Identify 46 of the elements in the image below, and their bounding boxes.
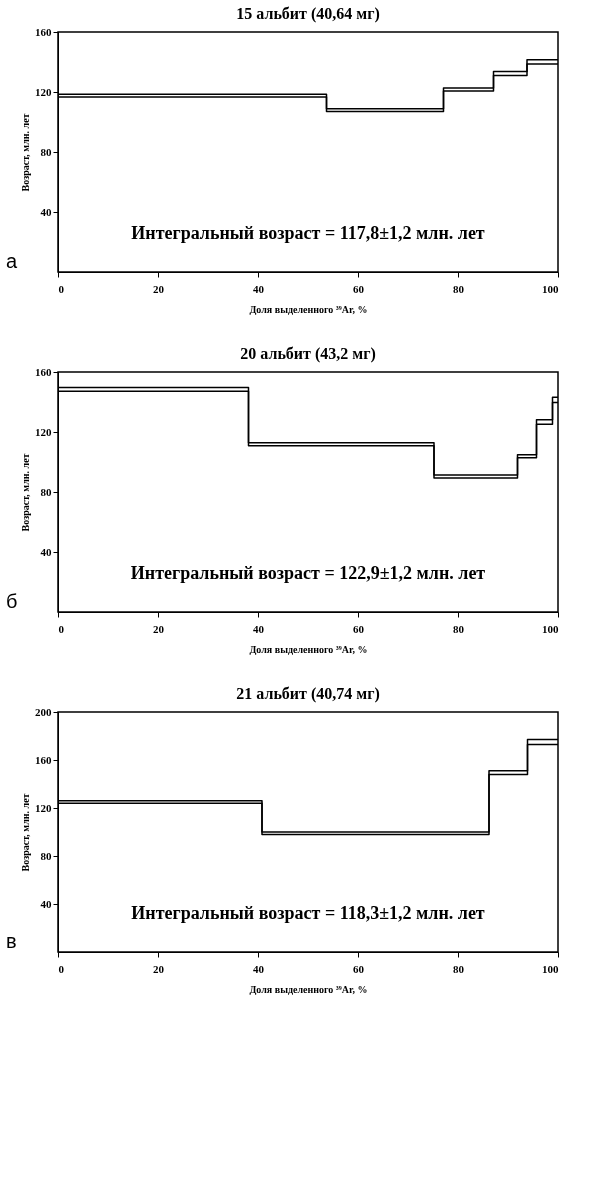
chart-title: 21 альбит (40,74 мг)	[236, 685, 380, 703]
text: а	[6, 250, 18, 272]
x-axis-title: Доля выделенного ³⁹Ar, %	[249, 643, 368, 655]
x-tick-label: 40	[253, 962, 265, 975]
x-tick-label: 80	[453, 962, 465, 975]
x-tick-label: 80	[453, 622, 465, 635]
y-axis-title: Возраст, млн. лет	[20, 793, 31, 872]
y-tick-label: 80	[40, 849, 52, 862]
annotation: Интегральный возраст = 118,3±1,2 млн. лет	[131, 903, 485, 923]
y-tick-label: 80	[40, 485, 52, 498]
x-tick-label: 60	[353, 622, 365, 635]
x-tick-label: 0	[58, 962, 65, 975]
x-tick-label: 20	[153, 282, 165, 295]
annotation: Интегральный возраст = 122,9±1,2 млн. лет	[130, 563, 486, 583]
x-tick-label: 60	[353, 962, 365, 975]
chart-title: 20 альбит (43,2 мг)	[240, 345, 376, 363]
x-tick-label: 100	[542, 282, 559, 295]
y-tick-label: 80	[40, 145, 52, 158]
y-tick-label: 40	[40, 545, 52, 558]
y-tick-label: 40	[40, 897, 52, 910]
text: в	[6, 930, 17, 952]
text: б	[6, 590, 18, 612]
x-tick-label: 80	[453, 282, 465, 295]
x-tick-label: 40	[253, 282, 265, 295]
y-tick-label: 120	[35, 801, 52, 814]
y-tick-label: 40	[40, 205, 52, 218]
x-tick-label: 20	[153, 622, 165, 635]
y-axis-title: Возраст, млн. лет	[20, 113, 31, 192]
x-tick-label: 100	[542, 622, 559, 635]
y-tick-label: 200	[35, 705, 52, 718]
x-tick-label: 0	[58, 282, 65, 295]
x-axis-title: Доля выделенного ³⁹Ar, %	[249, 303, 368, 315]
annotation: Интегральный возраст = 117,8±1,2 млн. лет	[131, 223, 485, 243]
x-axis-title: Доля выделенного ³⁹Ar, %	[249, 983, 368, 995]
chart-title: 15 альбит (40,64 мг)	[236, 5, 380, 23]
y-axis-title: Возраст, млн. лет	[20, 453, 31, 532]
x-tick-label: 0	[58, 622, 65, 635]
y-tick-label: 120	[35, 425, 52, 438]
y-tick-label: 160	[35, 365, 52, 378]
y-tick-label: 120	[35, 85, 52, 98]
x-tick-label: 100	[542, 962, 559, 975]
y-tick-label: 160	[35, 753, 52, 766]
y-tick-label: 160	[35, 25, 52, 38]
x-tick-label: 40	[253, 622, 265, 635]
x-tick-label: 20	[153, 962, 165, 975]
x-tick-label: 60	[353, 282, 365, 295]
